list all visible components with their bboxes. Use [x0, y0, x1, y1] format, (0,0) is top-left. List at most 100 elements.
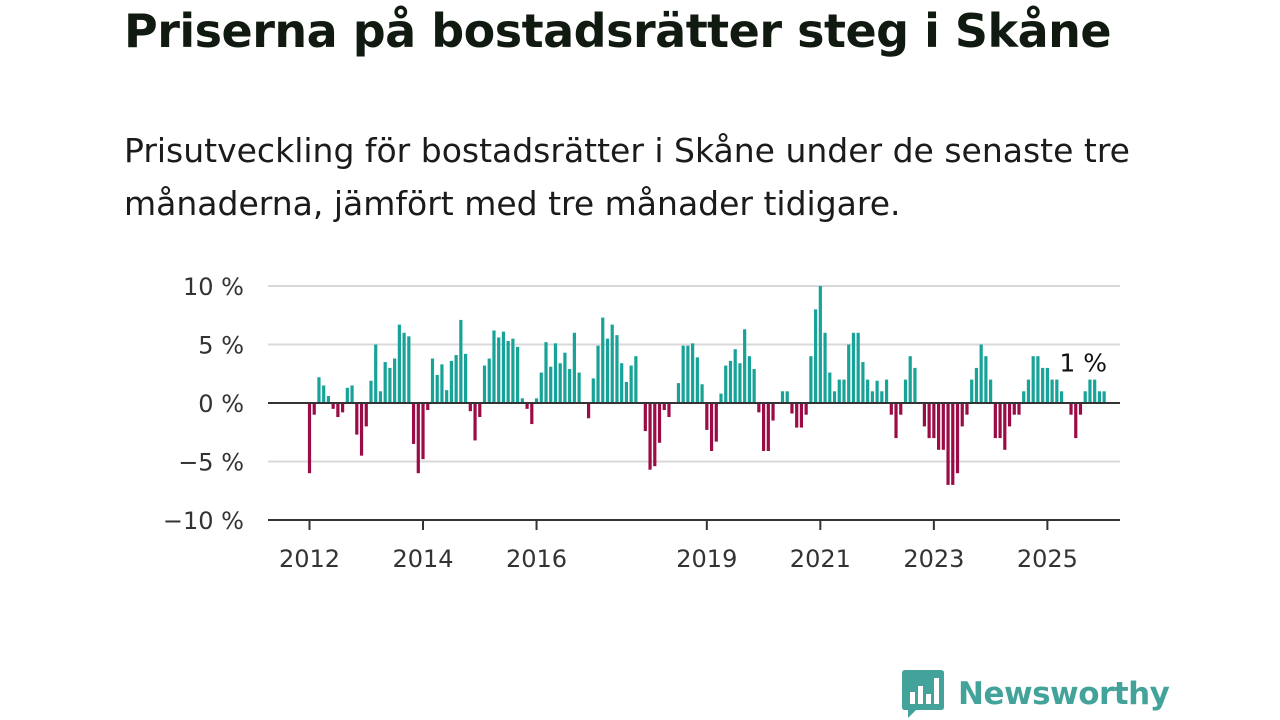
- bar: [516, 346, 520, 403]
- bar: [856, 332, 860, 403]
- bar: [558, 363, 562, 403]
- bar: [487, 358, 491, 403]
- bar: [941, 403, 945, 450]
- bar: [936, 403, 941, 450]
- bar: [525, 403, 529, 409]
- bar: [889, 403, 893, 415]
- bar: [847, 344, 851, 403]
- bar: [359, 403, 364, 456]
- bar: [955, 403, 960, 474]
- bar: [430, 358, 435, 403]
- bar: [700, 384, 704, 403]
- bar: [1050, 379, 1054, 403]
- bar-series: [307, 286, 1106, 485]
- bar: [1078, 403, 1083, 415]
- bar: [307, 403, 312, 474]
- bar: [785, 391, 789, 403]
- bar: [724, 365, 728, 403]
- bar: [312, 403, 316, 415]
- annotations: 1 %: [1059, 348, 1107, 377]
- x-axis-labels: 2012 2014 2016 2019 2021 2023 2025: [279, 545, 1078, 573]
- bar: [421, 403, 425, 460]
- bar: [445, 390, 449, 403]
- x-tick-label: 2019: [676, 545, 737, 573]
- bar: [989, 379, 993, 403]
- bar: [393, 358, 397, 403]
- bar: [894, 403, 898, 439]
- bar: [383, 362, 387, 403]
- bar: [908, 356, 912, 403]
- y-tick-label: −10 %: [163, 507, 244, 535]
- x-tick-label: 2021: [790, 545, 851, 573]
- bar: [317, 377, 321, 403]
- bar: [870, 391, 874, 403]
- bar: [1059, 391, 1064, 403]
- bar: [402, 332, 406, 403]
- page-title: Priserna på bostadsrätter steg i Skåne: [124, 4, 1112, 58]
- newsworthy-logo-icon: [902, 670, 944, 718]
- bar: [913, 367, 917, 403]
- bar: [728, 360, 733, 403]
- bar: [322, 385, 326, 403]
- bar: [596, 345, 600, 403]
- bar: [974, 367, 979, 403]
- bar: [828, 372, 832, 403]
- bar: [440, 364, 444, 403]
- bar: [970, 379, 974, 403]
- bar: [795, 403, 799, 428]
- bar: [866, 379, 870, 403]
- bar: [979, 344, 983, 403]
- bar: [572, 332, 576, 403]
- bar: [804, 403, 808, 415]
- bar: [416, 403, 420, 474]
- bar: [1041, 367, 1045, 403]
- bar: [705, 403, 709, 430]
- bar: [799, 403, 804, 428]
- bar: [686, 345, 690, 403]
- bar: [1055, 379, 1059, 403]
- bar: [771, 403, 775, 421]
- bar: [577, 372, 581, 403]
- bar: [549, 366, 553, 403]
- bar: [1083, 391, 1087, 403]
- bar: [610, 324, 614, 403]
- bar: [747, 356, 751, 403]
- latest-value-label: 1 %: [1059, 348, 1107, 377]
- x-tick-label: 2025: [1017, 545, 1078, 573]
- bar: [544, 342, 548, 403]
- chart-subtitle: Prisutveckling för bostadsrätter i Skåne…: [124, 131, 1130, 223]
- bar: [601, 317, 605, 403]
- bar: [350, 385, 354, 403]
- y-tick-label: −5 %: [178, 449, 244, 477]
- bar: [615, 335, 619, 403]
- y-tick-label: 0 %: [198, 390, 244, 418]
- bar: [336, 403, 340, 418]
- bar: [331, 403, 335, 409]
- bar: [397, 324, 401, 403]
- bar: [998, 403, 1002, 439]
- bar: [814, 309, 818, 403]
- bar: [946, 403, 950, 485]
- bar: [482, 365, 487, 403]
- x-tick-label: 2012: [279, 545, 340, 573]
- x-tick-label: 2014: [392, 545, 453, 573]
- bar: [497, 337, 501, 403]
- bar: [1031, 356, 1035, 403]
- bar: [984, 356, 988, 403]
- bar: [634, 356, 638, 403]
- bar: [1102, 391, 1106, 403]
- x-tick-label: 2016: [506, 545, 567, 573]
- bar: [355, 403, 359, 435]
- bar: [534, 398, 539, 403]
- bar: [369, 380, 373, 403]
- bar: [591, 378, 595, 403]
- bar: [341, 403, 345, 413]
- bar: [539, 372, 543, 403]
- bar: [1036, 356, 1040, 403]
- y-tick-label: 10 %: [183, 273, 244, 301]
- bar: [1022, 391, 1026, 403]
- bar: [899, 403, 903, 415]
- bar: [733, 349, 737, 403]
- bar: [709, 403, 714, 451]
- bar: [1003, 403, 1007, 450]
